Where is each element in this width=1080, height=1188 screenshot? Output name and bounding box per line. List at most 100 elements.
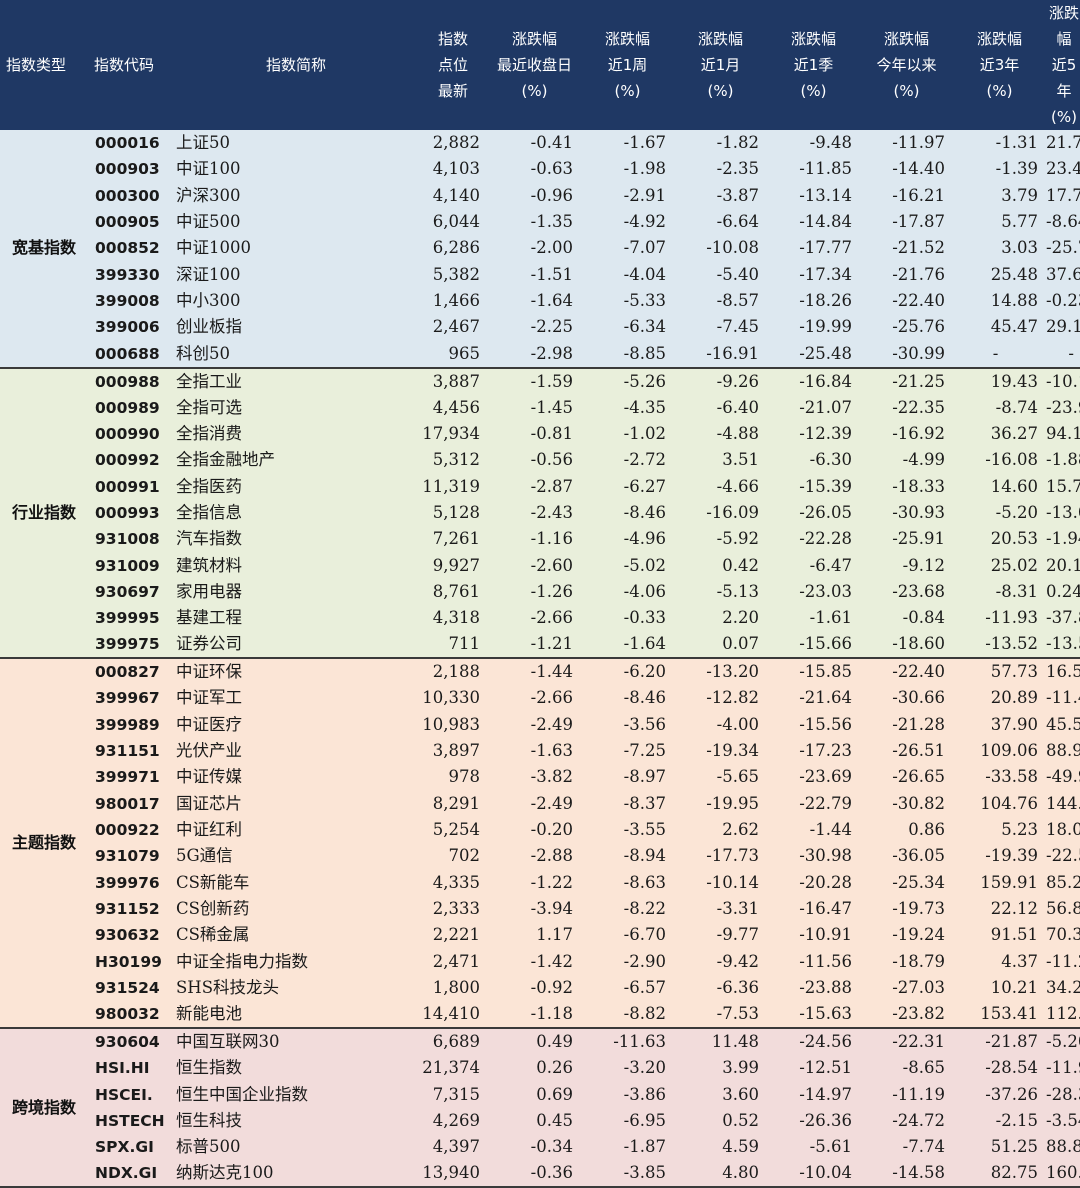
change-1w-cell: -3.20: [623, 1058, 666, 1078]
change-1w-cell: -8.97: [623, 767, 666, 787]
latest-level-cell: 6,286: [432, 238, 480, 258]
index-name-cell: 中证1000: [176, 238, 251, 258]
change-last-close-cell: -0.20: [530, 820, 573, 840]
latest-level-cell: 8,291: [432, 793, 480, 813]
index-code-cell: 399995: [95, 609, 160, 628]
index-name-cell: 中证100: [176, 159, 241, 179]
index-name-cell: 上证50: [176, 133, 230, 153]
change-3y-cell: -21.87: [985, 1032, 1038, 1052]
change-1m-cell: -13.20: [706, 662, 759, 682]
change-5y-cell: -37.86: [1046, 608, 1080, 628]
change-1m-cell: -3.31: [716, 898, 759, 918]
latest-level-cell: 2,882: [432, 133, 480, 153]
change-1m-cell: -2.35: [716, 159, 759, 179]
change-5y-cell: -8.64: [1046, 212, 1080, 232]
change-1w-cell: -8.46: [623, 688, 666, 708]
change-1q-cell: -21.64: [799, 688, 852, 708]
change-3y-cell: -1.31: [995, 133, 1038, 153]
index-code-cell: 000922: [95, 821, 160, 840]
change-1q-cell: -14.97: [799, 1084, 852, 1104]
table-row: 930632 CS稀金属 2,221 1.17 -6.70 -9.77 -10.91 -19.…: [0, 922, 1080, 949]
change-last-close-cell: -3.94: [530, 898, 573, 918]
table-row: 931079 5G通信 702 -2.88 -8.94 -17.73 -30.98 -36.0…: [0, 843, 1080, 870]
change-1q-cell: -25.48: [767, 340, 860, 369]
change-1q-cell: -24.56: [799, 1032, 852, 1052]
index-name-cell: 家用电器: [176, 581, 242, 601]
change-ytd-cell: -26.51: [892, 741, 945, 761]
change-last-close-cell: -2.60: [530, 555, 573, 575]
change-1q-cell: -30.98: [799, 846, 852, 866]
change-3y-cell: -5.20: [995, 502, 1038, 522]
index-code-cell: 000991: [95, 477, 160, 496]
change-last-close-cell: -1.44: [530, 662, 573, 682]
latest-level-cell: 21,374: [422, 1058, 480, 1078]
change-ytd-cell: -25.91: [892, 529, 945, 549]
latest-level-cell: 13,940: [418, 1160, 488, 1188]
change-1q-cell: -12.51: [799, 1058, 852, 1078]
table-row: 000852 中证1000 6,286 -2.00 -7.07 -10.08 -17.77 -…: [0, 235, 1080, 262]
change-1q-cell: -22.79: [799, 793, 852, 813]
header-label-line: 近1周: [607, 56, 648, 74]
change-5y-cell: -11.41: [1046, 688, 1080, 708]
index-code-cell: 000827: [95, 663, 160, 682]
change-3y-cell: 22.12: [990, 898, 1038, 918]
change-1q-cell: -22.28: [799, 529, 852, 549]
index-name-cell: 全指医药: [176, 476, 242, 496]
table-row: 000992 全指金融地产 5,312 -0.56 -2.72 3.51 -6.30 -4.9…: [0, 447, 1080, 474]
index-name-cell: CS创新药: [176, 898, 250, 918]
change-1q-cell: -10.04: [767, 1160, 860, 1188]
change-1m-cell: -17.73: [706, 846, 759, 866]
header-label-line: 涨跌幅: [511, 30, 557, 48]
index-code-cell: HSI.HI: [95, 1059, 150, 1078]
index-name-cell: 恒生中国企业指数: [176, 1084, 308, 1104]
change-1q-cell: -20.28: [799, 872, 852, 892]
index-code-cell: 931008: [95, 530, 160, 549]
change-last-close-cell: -1.59: [530, 371, 573, 391]
change-1m-cell: -5.13: [716, 581, 759, 601]
change-1w-cell: -8.22: [623, 898, 666, 918]
change-1w-cell: -1.02: [623, 423, 666, 443]
index-name-cell: 标普500: [176, 1137, 241, 1157]
change-3y-cell: 153.41: [953, 1001, 1046, 1030]
index-name-cell: 科创50: [174, 340, 418, 369]
change-5y-cell: -13.04: [1046, 502, 1080, 522]
header-label-line: 指数类型: [6, 56, 67, 74]
change-5y-cell: -10.12: [1046, 371, 1080, 391]
change-5y-cell: 0.24: [1046, 581, 1080, 601]
change-1q-cell: -15.66: [767, 631, 860, 660]
change-5y-cell: 37.67: [1046, 264, 1080, 284]
change-5y-cell: -23.92: [1046, 397, 1080, 417]
change-ytd-cell: -18.60: [860, 631, 953, 660]
col-index-code-header: 指数代码: [88, 0, 174, 130]
change-ytd-cell: -36.05: [892, 846, 945, 866]
latest-level-cell: 7,261: [432, 529, 480, 549]
index-code-cell: 399330: [95, 265, 160, 284]
change-5y-cell: 94.17: [1046, 423, 1080, 443]
group-label: 行业指数: [0, 367, 88, 660]
index-code-cell: 399975: [88, 631, 174, 660]
change-5y-cell: 16.58: [1046, 662, 1080, 682]
index-code-cell: 930604: [95, 1033, 160, 1052]
change-ytd-cell: 0.86: [908, 820, 945, 840]
change-last-close-cell: -2.66: [530, 608, 573, 628]
index-name-cell: 全指金融地产: [176, 450, 275, 470]
change-ytd-cell: -7.74: [902, 1137, 945, 1157]
table-body: 宽基指数 000016 上证50 2,882 -0.41 -1.67 -1.82 -9.48 -…: [0, 130, 1080, 1188]
header-label-line: (%): [893, 82, 920, 100]
header-label-line: 涨跌幅: [790, 30, 836, 48]
col-change-3y-header: 涨跌幅 近3年 (%): [953, 0, 1046, 130]
header-label-line: 最新: [437, 82, 468, 100]
table-row: 399967 中证军工 10,330 -2.66 -8.46 -12.82 -21.64 -3…: [0, 685, 1080, 712]
change-5y-cell: 45.59: [1046, 714, 1080, 734]
change-3y-cell: -1.39: [995, 159, 1038, 179]
group-label: 主题指数: [0, 658, 88, 1030]
table-row: 931008 汽车指数 7,261 -1.16 -4.96 -5.92 -22.28 -25.…: [0, 526, 1080, 553]
col-index-name-header: 指数简称: [174, 0, 418, 130]
change-1m-cell: 3.99: [722, 1058, 759, 1078]
latest-level-cell: 14,410: [418, 1001, 488, 1030]
table-row: 399975 证券公司 711 -1.21 -1.64 0.07 -15.66 -18.60-…: [0, 631, 1080, 660]
index-code-cell: 930632: [95, 926, 160, 945]
change-1w-cell: -4.96: [623, 529, 666, 549]
change-1m-cell: -9.42: [716, 951, 759, 971]
change-1m-cell: -10.14: [706, 872, 759, 892]
